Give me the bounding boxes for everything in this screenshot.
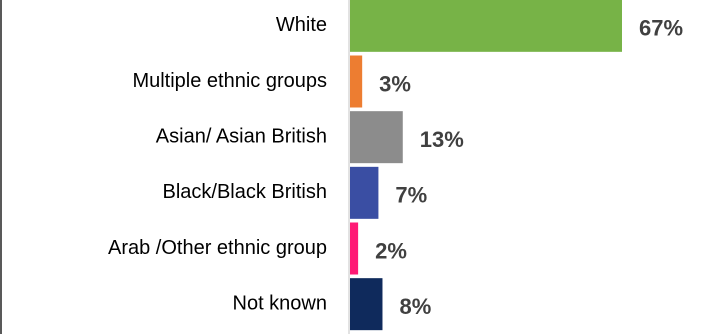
- category-label: Multiple ethnic groups: [132, 70, 327, 92]
- bar: [350, 278, 382, 330]
- value-label: 13%: [420, 127, 464, 152]
- category-label: Asian/ Asian British: [156, 125, 327, 147]
- value-label: 3%: [379, 71, 411, 96]
- category-label: Arab /Other ethnic group: [108, 237, 327, 259]
- category-label: Not known: [233, 292, 328, 314]
- bar: [350, 56, 362, 108]
- category-label: White: [276, 14, 327, 36]
- bars-layer: White 67% Multiple ethnic groups 3% Asian/ A…: [108, 0, 683, 330]
- value-label: 8%: [399, 294, 431, 319]
- bar: [350, 167, 378, 219]
- value-label: 7%: [395, 183, 427, 208]
- bar: [350, 111, 403, 163]
- value-label: 67%: [639, 16, 683, 41]
- bar: [350, 223, 358, 275]
- value-label: 2%: [375, 238, 407, 263]
- category-label: Black/Black British: [163, 181, 328, 203]
- bar: [350, 0, 622, 52]
